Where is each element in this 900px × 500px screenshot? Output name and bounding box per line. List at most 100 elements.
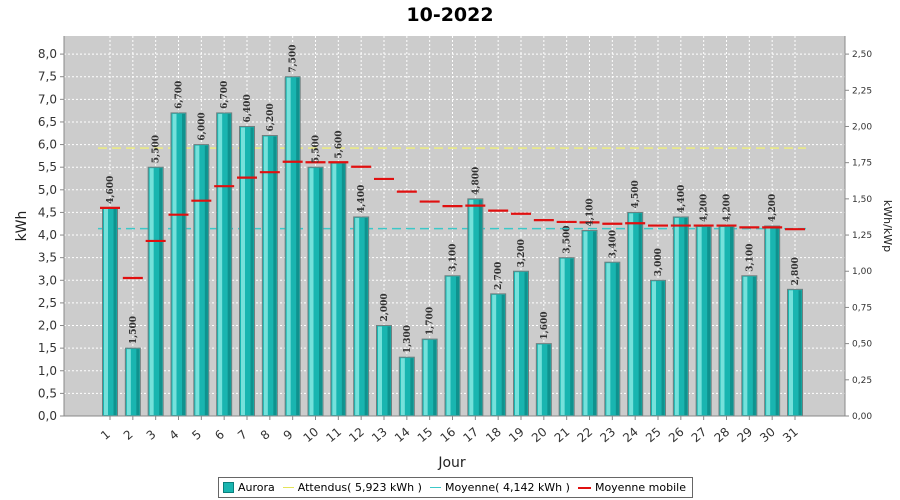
bar-shade xyxy=(798,290,802,415)
y-tick-label: 1,5 xyxy=(38,341,57,355)
bar-value-label: 6,200 xyxy=(266,103,276,131)
bar-highlight xyxy=(469,199,474,415)
bar-value-label: 1,300 xyxy=(403,325,413,353)
y-tick-label: 0,0 xyxy=(38,409,57,423)
bar-highlight xyxy=(537,344,542,415)
bar-highlight xyxy=(286,77,291,415)
y-axis-title: kWh xyxy=(14,211,30,242)
x-tick-label: 3 xyxy=(144,427,159,443)
y-tick-label: 5,5 xyxy=(38,160,57,174)
legend: Aurora Attendus( 5,923 kWh ) Moyenne( 4,… xyxy=(218,477,693,498)
bar-value-label: 4,200 xyxy=(723,194,733,222)
y-tick-label: 3,0 xyxy=(38,273,57,287)
y-tick-label: 4,0 xyxy=(38,228,57,242)
legend-item-moyenne: Moyenne( 4,142 kWh ) xyxy=(429,481,570,494)
y-tick-label: 2,0 xyxy=(38,319,57,333)
bar-value-label: 2,800 xyxy=(791,257,801,285)
legend-swatch-aurora xyxy=(223,482,234,493)
bar-shade xyxy=(227,113,231,416)
y-tick-label: 0,5 xyxy=(38,386,57,400)
bar-shade xyxy=(730,227,733,415)
bar-highlight xyxy=(652,281,656,415)
bar-highlight xyxy=(104,208,108,415)
bar-shade xyxy=(159,168,163,415)
x-tick-label: 6 xyxy=(212,427,227,443)
y-right-tick-label: 1,25 xyxy=(852,231,872,241)
bar-shade xyxy=(319,168,322,415)
y-tick-label: 2,5 xyxy=(38,296,57,310)
bar-value-label: 6,400 xyxy=(243,94,253,122)
bar-value-label: 3,200 xyxy=(517,239,527,267)
bar-shade xyxy=(684,217,688,415)
bar-value-label: 5,500 xyxy=(152,135,162,163)
bar-value-label: 3,000 xyxy=(654,248,664,276)
x-tick-label: 5 xyxy=(189,427,204,443)
bar-shade xyxy=(364,217,368,415)
bar-shade xyxy=(638,213,642,415)
bar-highlight xyxy=(263,136,268,415)
bar-value-label: 3,500 xyxy=(563,225,573,253)
bar-shade xyxy=(387,326,391,415)
y-right-tick-label: 0,00 xyxy=(852,412,872,422)
bar-value-label: 6,000 xyxy=(197,112,207,140)
x-tick-label: 10 xyxy=(301,425,322,446)
bar-shade xyxy=(775,227,779,415)
x-tick-label: 7 xyxy=(235,427,250,443)
x-tick-label: 1 xyxy=(98,427,113,443)
bar-value-label: 1,700 xyxy=(426,307,436,335)
bar-shade xyxy=(273,136,277,415)
x-tick-label: 13 xyxy=(369,425,390,446)
bar-shade xyxy=(456,276,459,415)
x-tick-label: 14 xyxy=(392,425,413,446)
bar-value-label: 4,400 xyxy=(677,185,687,213)
x-tick-label: 22 xyxy=(575,425,596,446)
x-tick-label: 9 xyxy=(281,427,296,443)
bar-shade xyxy=(113,208,117,415)
x-tick-label: 19 xyxy=(506,425,527,446)
bar-highlight xyxy=(195,145,200,416)
legend-label-moyenne-mobile: Moyenne mobile xyxy=(594,481,686,494)
legend-swatch-moyenne xyxy=(429,487,441,488)
bar-highlight xyxy=(766,227,771,415)
x-tick-label: 26 xyxy=(666,425,687,446)
y-right-tick-label: 2,00 xyxy=(852,122,872,132)
x-tick-label: 30 xyxy=(757,425,778,446)
x-tick-label: 15 xyxy=(415,425,436,446)
bar-value-label: 4,100 xyxy=(586,198,596,226)
y-tick-label: 6,0 xyxy=(38,138,57,152)
bar-shade xyxy=(752,276,756,415)
bar-value-labels: 4,600 1,500 5,500 6,700 6,000 6,700 6,400 6,200… xyxy=(106,45,801,354)
y-right-axis-title: kWh/kWp xyxy=(881,200,894,252)
legend-label-aurora: Aurora xyxy=(238,481,275,494)
bar-highlight xyxy=(492,294,497,415)
bar-highlight xyxy=(126,349,131,415)
y-tick-label: 3,5 xyxy=(38,251,57,265)
bar-highlight xyxy=(629,213,634,415)
y-right-tick-label: 1,75 xyxy=(852,159,872,169)
x-axis-title: Jour xyxy=(437,455,466,471)
y-right-tick-label: 0,75 xyxy=(852,303,872,313)
bar-shade xyxy=(524,272,528,415)
bar-highlight xyxy=(149,168,154,415)
bar-highlight xyxy=(400,358,405,415)
x-tick-label: 27 xyxy=(689,425,710,446)
bar-highlight xyxy=(789,290,793,415)
y-right-tick-label: 0,50 xyxy=(852,340,872,350)
x-tick-label: 24 xyxy=(620,425,641,446)
y-tick-label: 8,0 xyxy=(38,47,57,61)
bar-value-label: 2,700 xyxy=(494,262,504,290)
bar-value-label: 1,500 xyxy=(129,316,139,344)
bar-value-label: 3,100 xyxy=(449,244,459,272)
bar-value-label: 6,700 xyxy=(175,81,185,109)
bar-shade xyxy=(136,349,140,415)
bar-highlight xyxy=(697,227,702,415)
x-axis-ticks: 1 2 3 4 5 6 7 8 9 10 11 12 13 14 15 16 17 18 19 20 21 22 23 24 2… xyxy=(98,416,801,445)
bar-highlight xyxy=(743,276,748,415)
bar-highlight xyxy=(355,217,360,415)
legend-label-moyenne: Moyenne( 4,142 kWh ) xyxy=(444,481,570,494)
legend-label-attendus: Attendus( 5,923 kWh ) xyxy=(297,481,422,494)
bar-value-label: 3,400 xyxy=(608,230,618,258)
bar-highlight xyxy=(583,231,588,415)
x-tick-label: 16 xyxy=(438,425,459,446)
